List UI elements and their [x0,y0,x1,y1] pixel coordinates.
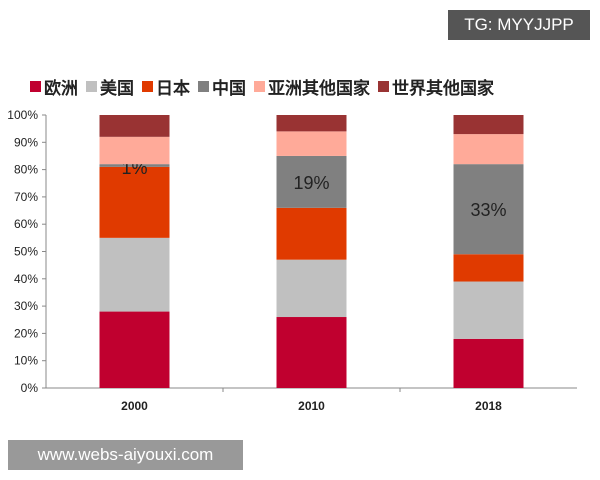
y-tick-label: 70% [14,190,38,204]
legend-item: 日本 [142,74,190,99]
y-tick-label: 0% [21,381,39,395]
legend-swatch [30,81,41,92]
legend-item: 亚洲其他国家 [254,74,370,99]
legend-label: 日本 [156,79,190,99]
bar-segment [99,237,170,312]
bar-segment [453,134,524,165]
y-tick-label: 40% [14,272,38,286]
y-tick-label: 20% [14,326,38,340]
bar-segment [276,259,347,318]
x-tick-label: 2000 [121,399,148,413]
bar-segment [453,115,524,135]
legend-swatch [142,81,153,92]
bar-segment [99,164,170,167]
bar-segment [276,115,347,132]
legend: 欧洲 美国 日本 中国 亚洲其他国家 世界其他国家 [30,74,494,99]
legend-label: 亚洲其他国家 [268,79,370,99]
x-tick-label: 2018 [475,399,502,413]
bar-segment [453,164,524,255]
y-tick-label: 50% [14,245,38,259]
bar-segment [276,131,347,156]
legend-swatch [86,81,97,92]
bar-segment [99,115,170,137]
watermark-top: TG: MYYJJPP [448,10,590,40]
legend-item: 中国 [198,74,246,99]
x-tick-label: 2010 [298,399,325,413]
bar-segment [276,155,347,208]
data-label: 19% [293,173,329,193]
legend-label: 美国 [100,79,134,99]
y-tick-label: 10% [14,354,38,368]
bar-segment [453,281,524,339]
watermark-bottom: www.webs-aiyouxi.com [8,440,243,470]
y-tick-label: 30% [14,299,38,313]
legend-swatch [254,81,265,92]
bar-segment [99,136,170,165]
data-label: 33% [470,200,506,220]
y-tick-label: 80% [14,163,38,177]
legend-item: 世界其他国家 [378,74,494,99]
y-tick-label: 100% [7,108,38,122]
y-tick-label: 60% [14,217,38,231]
bar-segment [276,207,347,260]
legend-swatch [198,81,209,92]
bar-segment [99,166,170,238]
legend-item: 欧洲 [30,74,78,99]
legend-label: 世界其他国家 [392,79,494,99]
bar-segment [276,317,347,388]
legend-label: 欧洲 [44,79,78,99]
bar-segment [99,311,170,388]
legend-swatch [378,81,389,92]
bar-segment [453,338,524,388]
legend-label: 中国 [212,79,246,99]
bar-segment [453,254,524,282]
legend-item: 美国 [86,74,134,99]
y-tick-label: 90% [14,135,38,149]
